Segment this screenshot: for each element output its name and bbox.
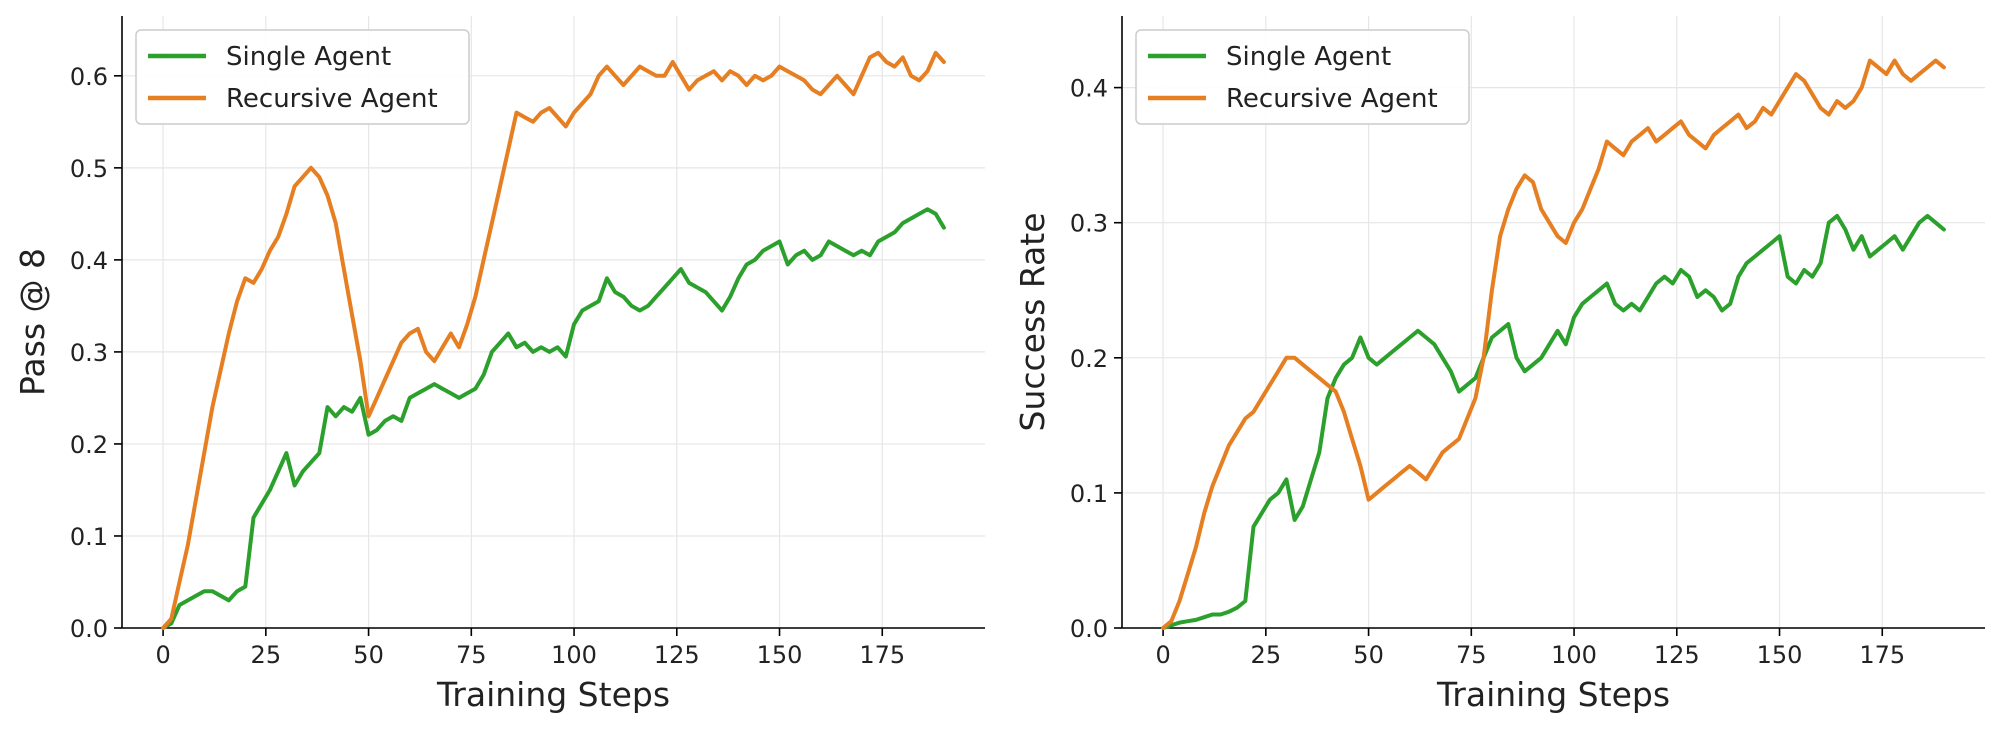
series-line-single-agent xyxy=(161,207,946,630)
x-tick-label: 125 xyxy=(1654,641,1700,669)
x-tick-label: 175 xyxy=(1859,641,1905,669)
x-tick-label: 0 xyxy=(155,641,170,669)
x-tick-label: 125 xyxy=(654,641,700,669)
y-tick-label: 0.6 xyxy=(70,63,108,91)
panel-success-rate: 0 25 50 75 100 125 150 175 0.0 0.1 0.2 0.3 0.4 Traini… xyxy=(1013,16,1985,714)
y-tick-label: 0.2 xyxy=(1070,345,1108,373)
y-tick-label: 0.4 xyxy=(70,247,108,275)
legend-label: Recursive Agent xyxy=(226,84,438,114)
x-tick-label: 100 xyxy=(551,641,597,669)
x-tick-label: 25 xyxy=(1251,641,1282,669)
y-tick-label: 0.1 xyxy=(1070,480,1108,508)
legend-box xyxy=(1135,29,1470,125)
x-tick-label: 175 xyxy=(859,641,905,669)
legend-box xyxy=(135,29,470,125)
y-tick-label: 0.4 xyxy=(1070,75,1108,103)
x-tick-label: 50 xyxy=(353,641,384,669)
legend-label: Single Agent xyxy=(226,42,391,72)
y-tick-label: 0.3 xyxy=(70,339,108,367)
x-tick-label: 150 xyxy=(757,641,803,669)
y-tick-label: 0.1 xyxy=(70,523,108,551)
x-axis-label: Training Steps xyxy=(436,675,670,714)
series-line-recursive-agent xyxy=(1161,58,1946,630)
y-axis-label: Pass @ 8 xyxy=(13,248,52,396)
x-tick-label: 100 xyxy=(1551,641,1597,669)
y-tick-label: 0.0 xyxy=(70,615,108,643)
x-tick-label: 75 xyxy=(456,641,487,669)
series-line-recursive-agent xyxy=(161,50,946,630)
y-tick-label: 0.3 xyxy=(1070,210,1108,238)
legend-label: Single Agent xyxy=(1226,42,1391,72)
y-tick-label: 0.2 xyxy=(70,431,108,459)
x-tick-label: 150 xyxy=(1757,641,1803,669)
x-tick-label: 50 xyxy=(1353,641,1384,669)
x-tick-label: 75 xyxy=(1456,641,1487,669)
y-tick-label: 0.0 xyxy=(1070,615,1108,643)
y-axis-label: Success Rate xyxy=(1013,213,1052,432)
x-tick-label: 25 xyxy=(251,641,282,669)
x-axis-label: Training Steps xyxy=(1436,675,1670,714)
x-tick-label: 0 xyxy=(1155,641,1170,669)
series-line-single-agent xyxy=(1161,213,1946,630)
panel-pass-at-8: 0 25 50 75 100 125 150 175 0.0 0.1 0.2 0.3 0.4 0.5 0.6… xyxy=(13,16,985,714)
y-tick-label: 0.5 xyxy=(70,155,108,183)
legend-label: Recursive Agent xyxy=(1226,84,1438,114)
